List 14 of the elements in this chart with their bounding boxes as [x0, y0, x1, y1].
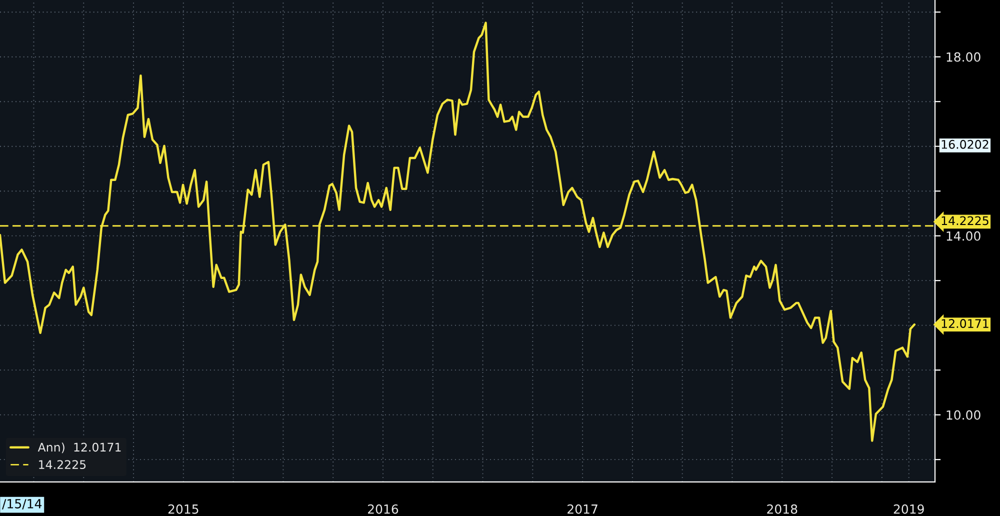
- y-tick-label: 10.00: [946, 410, 980, 420]
- text: 14.2225: [39, 460, 86, 470]
- y-tick-label: 18.00: [946, 52, 980, 62]
- x-tick-label: 2016: [368, 504, 398, 514]
- x-tick-label: 2017: [568, 504, 598, 514]
- x-tick-label: 2019: [894, 504, 924, 514]
- text: /15/14: [2, 499, 42, 510]
- text: 12.0171: [942, 319, 988, 328]
- legend-label: Ann) 12.0171: [38, 442, 121, 454]
- y-tick-label: 14.00: [946, 231, 980, 241]
- text: 16.0202: [942, 140, 988, 149]
- ref-line-label: 14.2225: [942, 216, 988, 226]
- x-tick-label: 2015: [168, 504, 198, 514]
- x-tick-label: 2018: [767, 504, 798, 514]
